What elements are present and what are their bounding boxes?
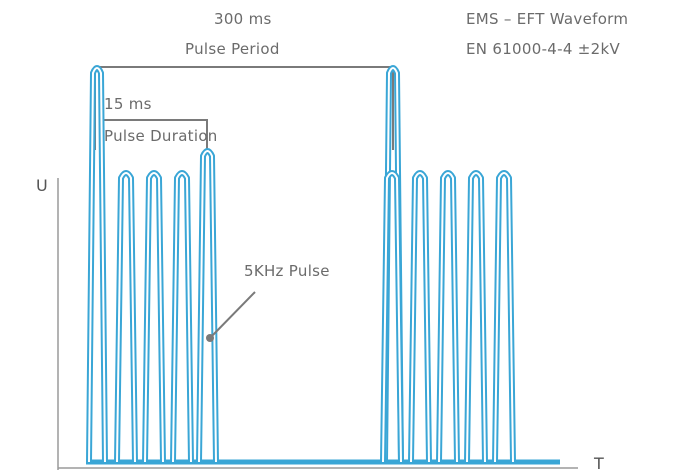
y-axis-label: U <box>36 176 49 195</box>
burst2-pulse-1-inner <box>382 172 402 463</box>
pulse-period-label: Pulse Period <box>185 40 280 58</box>
burst2-pulse-5-inner <box>494 172 514 463</box>
pulse-duration-label: Pulse Duration <box>104 127 218 145</box>
burst1-pulse-2-inner <box>144 172 164 463</box>
burst1-pulse-3-inner <box>172 172 192 463</box>
pulse-tall-inner <box>88 67 106 463</box>
burst-pointer-line <box>209 291 256 339</box>
burst-label: 5KHz Pulse <box>244 262 330 280</box>
pulse-period-value: 300 ms <box>214 10 272 28</box>
pulse-tall-2-inner <box>384 67 402 463</box>
burst1-pulse-1-inner <box>116 172 136 463</box>
burst1-pulse-4-inner <box>198 150 217 463</box>
pulse-duration-value: 15 ms <box>104 95 152 113</box>
waveform-title-line1: EMS – EFT Waveform <box>466 10 629 28</box>
waveform-title-line2: EN 61000-4-4 ±2kV <box>466 40 621 58</box>
x-axis-label: T <box>594 454 605 473</box>
burst-pointer-dot <box>206 334 214 342</box>
burst2-pulse-4-inner <box>466 172 486 463</box>
burst2-pulse-3-inner <box>438 172 458 463</box>
burst2-pulse-2-inner <box>410 172 430 463</box>
pulse-duration-bracket <box>103 119 208 150</box>
pulse-waveform <box>86 65 560 465</box>
